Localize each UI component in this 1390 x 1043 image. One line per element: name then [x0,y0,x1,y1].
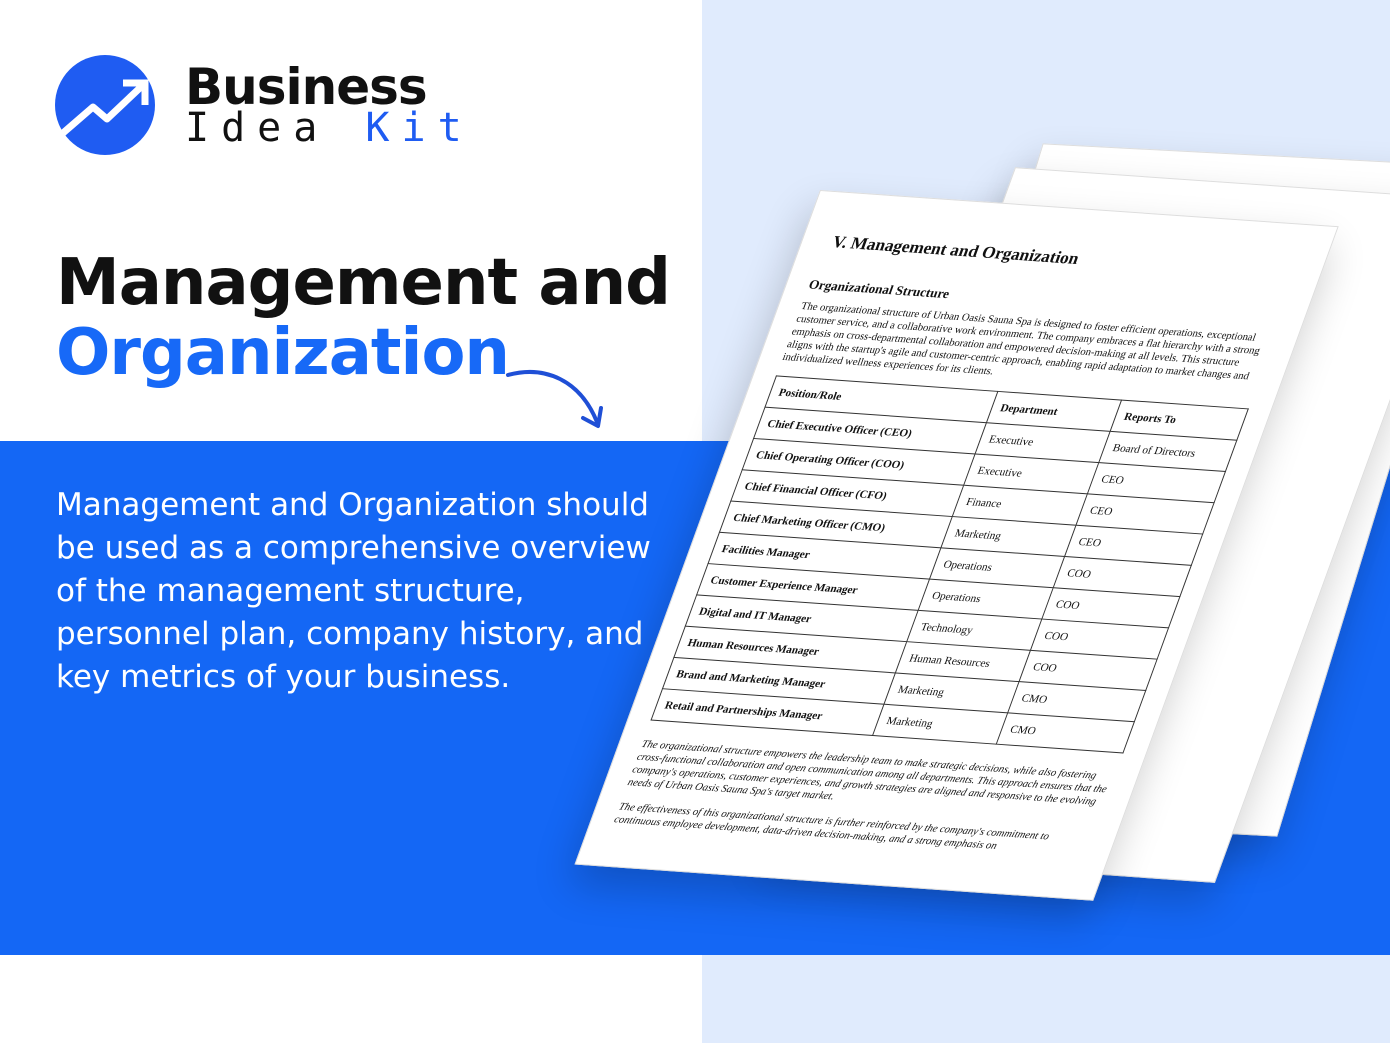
logo-chart-icon [55,55,155,155]
description: Management and Organization should be us… [56,487,651,695]
curved-arrow-icon [506,370,603,428]
org-table: Position/Role Department Reports To Chief … [650,375,1249,754]
doc-heading: V. Management and Organization [829,232,1082,268]
page-title: Management and Organization [56,246,671,390]
title-line2: Organization [56,316,510,390]
logo: Business Idea Kit [55,55,474,155]
title-line1: Management and [56,246,671,320]
brand-idea: Idea [185,105,330,151]
brand-kit: Kit [365,105,474,151]
brand-line1: Business [185,58,428,116]
